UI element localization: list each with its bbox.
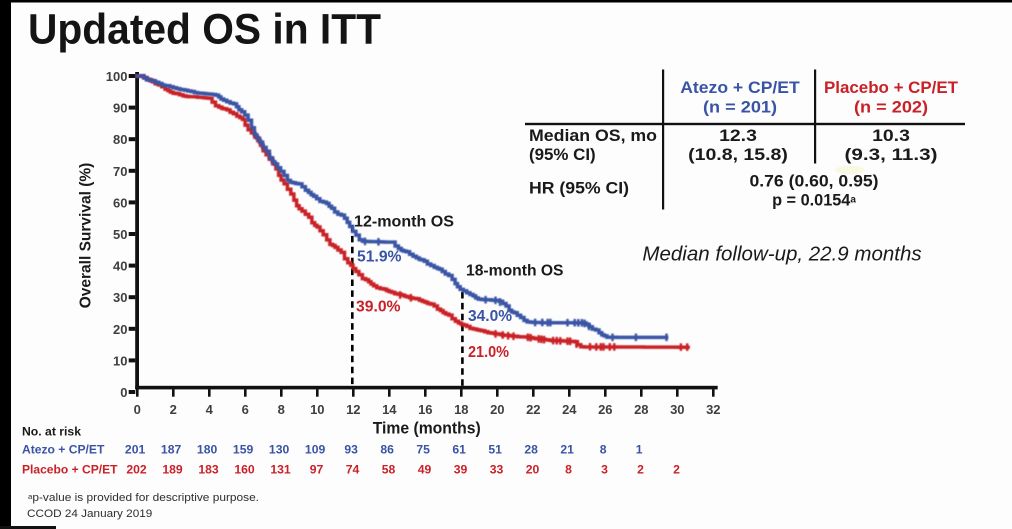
svg-text:Updated OS in ITT: Updated OS in ITT [28,7,381,54]
svg-text:183: 183 [198,463,219,477]
svg-text:6: 6 [242,402,249,417]
svg-text:131: 131 [270,463,291,477]
svg-text:75: 75 [416,443,430,457]
svg-text:Atezo + CP/ET: Atezo + CP/ET [22,443,105,457]
svg-text:39.0%: 39.0% [356,299,401,316]
svg-text:93: 93 [344,443,358,457]
svg-text:189: 189 [162,463,183,477]
svg-text:(95% CI): (95% CI) [529,146,596,164]
svg-text:0: 0 [134,402,141,417]
svg-text:(10.8, 15.8): (10.8, 15.8) [688,146,788,164]
svg-text:8: 8 [600,443,607,457]
svg-text:12-month OS: 12-month OS [354,214,454,231]
svg-text:58: 58 [382,463,396,477]
svg-text:201: 201 [125,443,146,457]
svg-text:2: 2 [170,402,177,417]
svg-text:40: 40 [113,259,127,274]
svg-text:22: 22 [526,402,540,417]
svg-text:21: 21 [560,443,574,457]
svg-text:32: 32 [706,402,720,417]
svg-text:0: 0 [120,385,127,400]
svg-text:187: 187 [161,443,182,457]
svg-text:86: 86 [380,443,394,457]
svg-text:ap-value is provided for descr: ap-value is provided for descriptive pur… [28,492,259,504]
svg-text:No. at risk: No. at risk [22,425,81,439]
svg-text:24: 24 [562,402,577,417]
svg-text:Overall Survival (%): Overall Survival (%) [78,163,95,309]
svg-text:8: 8 [278,402,285,417]
svg-text:109: 109 [305,443,326,457]
svg-text:Atezo + CP/ET: Atezo + CP/ET [680,79,800,97]
svg-text:130: 130 [269,443,290,457]
svg-text:Median follow-up, 22.9 months: Median follow-up, 22.9 months [642,243,921,266]
svg-text:12.3: 12.3 [719,127,757,145]
svg-text:(n = 202): (n = 202) [854,99,928,117]
svg-text:4: 4 [206,402,214,417]
svg-text:90: 90 [113,101,127,116]
svg-text:CCOD 24 January 2019: CCOD 24 January 2019 [27,508,152,520]
svg-text:26: 26 [598,402,612,417]
svg-text:2: 2 [637,463,644,477]
svg-text:10.3: 10.3 [872,127,910,145]
svg-text:70: 70 [113,164,127,179]
svg-text:202: 202 [126,463,147,477]
svg-text:14: 14 [382,402,397,417]
svg-text:28: 28 [524,443,538,457]
svg-text:159: 159 [233,443,254,457]
svg-text:12: 12 [346,402,360,417]
svg-text:1: 1 [636,443,643,457]
svg-text:Placebo + CP/ET: Placebo + CP/ET [824,79,958,97]
svg-text:18-month OS: 18-month OS [466,263,564,280]
svg-text:51.9%: 51.9% [357,249,402,266]
svg-text:50: 50 [113,227,127,242]
svg-text:20: 20 [526,463,540,477]
svg-text:80: 80 [113,132,127,147]
svg-text:60: 60 [113,195,127,210]
svg-text:51: 51 [488,443,502,457]
svg-text:Median OS, mo: Median OS, mo [529,127,657,145]
svg-text:(n = 201): (n = 201) [703,99,777,117]
svg-text:30: 30 [113,290,127,305]
svg-text:180: 180 [197,443,218,457]
svg-text:0.76 (0.60, 0.95): 0.76 (0.60, 0.95) [750,173,879,191]
svg-text:28: 28 [634,402,648,417]
svg-text:49: 49 [418,463,432,477]
svg-text:10: 10 [310,402,324,417]
svg-text:160: 160 [234,463,255,477]
svg-text:16: 16 [418,402,432,417]
svg-text:61: 61 [452,443,466,457]
svg-text:33: 33 [490,463,504,477]
svg-text:97: 97 [310,463,324,477]
svg-text:HR (95% CI): HR (95% CI) [529,180,629,198]
svg-text:10: 10 [113,353,127,368]
svg-text:39: 39 [454,463,468,477]
svg-text:18: 18 [454,402,468,417]
svg-text:p = 0.0154a: p = 0.0154a [772,192,856,210]
svg-text:30: 30 [670,402,684,417]
svg-text:(9.3, 11.3): (9.3, 11.3) [845,146,938,164]
svg-text:Placebo + CP/ET: Placebo + CP/ET [22,463,118,477]
svg-text:74: 74 [346,463,360,477]
svg-text:3: 3 [601,463,608,477]
svg-text:34.0%: 34.0% [468,308,512,325]
svg-text:100: 100 [106,69,128,84]
svg-text:20: 20 [490,402,504,417]
svg-text:2: 2 [673,463,680,477]
svg-text:21.0%: 21.0% [468,344,509,361]
svg-text:8: 8 [565,463,572,477]
svg-text:Time (months): Time (months) [373,419,481,438]
svg-text:20: 20 [113,322,127,337]
